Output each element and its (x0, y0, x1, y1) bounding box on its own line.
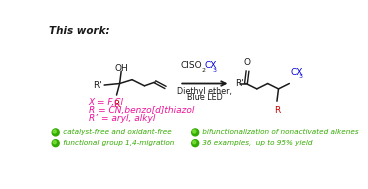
Circle shape (52, 129, 59, 136)
Text: 36 examples,  up to 95% yield: 36 examples, up to 95% yield (200, 140, 313, 146)
Text: X = F,Cl: X = F,Cl (89, 98, 124, 107)
Text: R': R' (235, 79, 244, 88)
Circle shape (52, 140, 59, 147)
Circle shape (192, 140, 199, 147)
Text: catalyst-free and oxidant-free: catalyst-free and oxidant-free (61, 129, 171, 136)
Text: functional group 1,4-migration: functional group 1,4-migration (61, 140, 174, 146)
Text: R: R (274, 106, 280, 115)
Text: O: O (244, 58, 251, 67)
Text: 3: 3 (299, 74, 302, 79)
Circle shape (193, 130, 196, 133)
Text: R’ = aryl, alkyl: R’ = aryl, alkyl (89, 114, 155, 122)
Text: R = CN,benzo[d]thiazol: R = CN,benzo[d]thiazol (89, 106, 194, 115)
Text: 3: 3 (213, 68, 217, 73)
Text: OH: OH (114, 64, 128, 73)
Text: R': R' (93, 81, 102, 90)
Text: Diethyl ether,: Diethyl ether, (177, 87, 232, 96)
Text: This work:: This work: (49, 26, 110, 36)
Circle shape (193, 141, 196, 144)
Text: CX: CX (204, 61, 216, 70)
Circle shape (53, 141, 56, 144)
Text: R: R (113, 100, 120, 109)
Text: 2: 2 (202, 68, 206, 73)
Text: CX: CX (290, 68, 302, 77)
Circle shape (53, 130, 56, 133)
Text: bifunctionalization of nonactivated alkenes: bifunctionalization of nonactivated alke… (200, 129, 359, 135)
Circle shape (192, 129, 199, 136)
Text: Blue LED: Blue LED (187, 93, 223, 102)
Text: ClSO: ClSO (180, 61, 202, 70)
